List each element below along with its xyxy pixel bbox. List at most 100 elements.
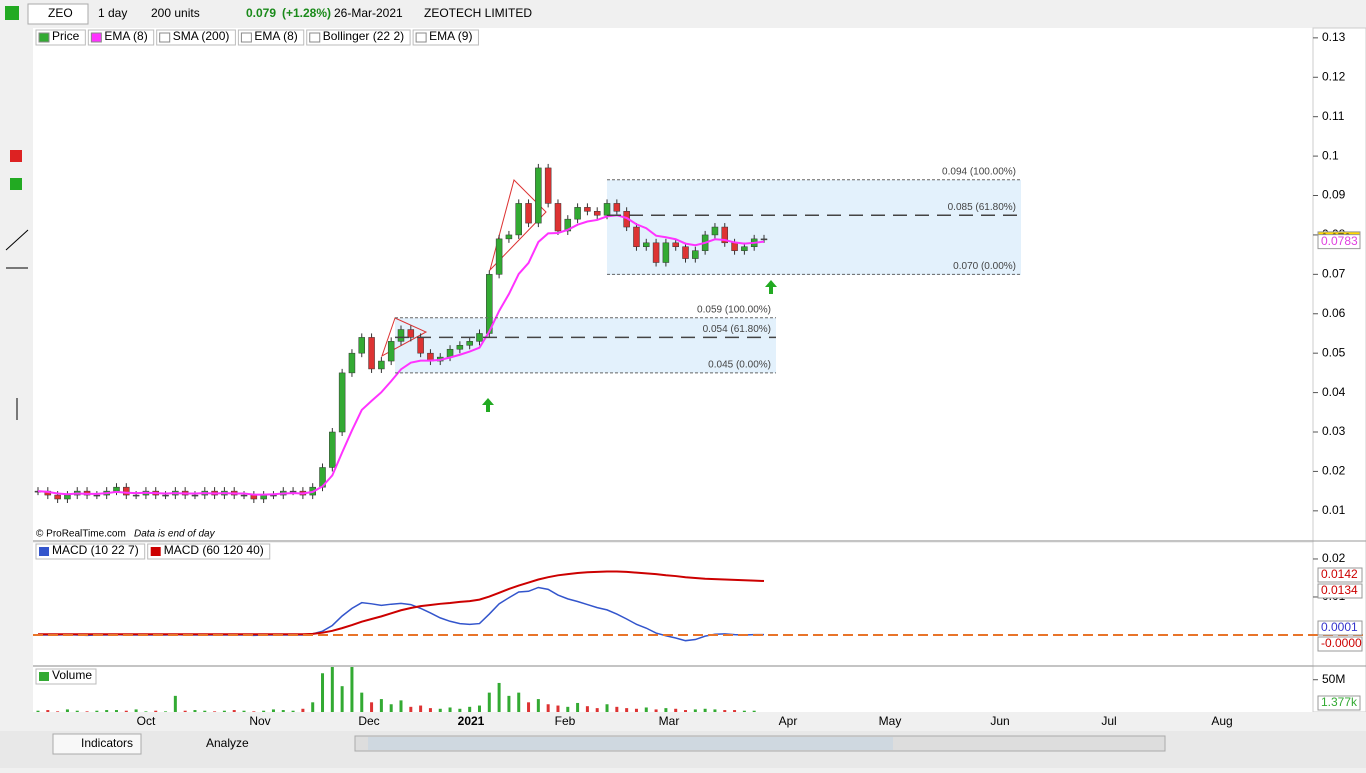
candle [545, 168, 551, 203]
legend-item[interactable]: EMA (8) [104, 29, 147, 43]
legend-swatch [39, 672, 49, 681]
volume-bar [694, 709, 697, 712]
x-tick-label: Aug [1211, 714, 1232, 728]
y-tick-label: 0.06 [1322, 306, 1346, 320]
fib-label: 0.054 (61.80%) [703, 324, 771, 335]
volume-bar [331, 667, 334, 712]
volume-bar [135, 709, 138, 712]
candle [133, 495, 139, 496]
volume-readout: 1.377k [1321, 695, 1358, 709]
volume-bar [674, 709, 677, 712]
note: Data is end of day [134, 529, 216, 540]
fib-label: 0.085 (61.80%) [948, 202, 1016, 213]
legend-swatch [241, 33, 251, 42]
candle [683, 247, 689, 259]
x-tick-label: Dec [358, 714, 379, 728]
legend-swatch [39, 547, 49, 556]
candle [663, 243, 669, 263]
candle [535, 168, 541, 223]
volume-bar [193, 710, 196, 712]
legend-swatch [39, 33, 49, 42]
volume-bar [537, 699, 540, 712]
volume-bar [713, 709, 716, 712]
candle [516, 203, 522, 235]
volume-bar [213, 711, 216, 712]
volume-bar [76, 711, 79, 712]
candle [349, 353, 355, 373]
volume-bar [606, 704, 609, 712]
app-icon [5, 6, 19, 20]
volume-bar [233, 710, 236, 712]
legend-item[interactable]: EMA (9) [429, 29, 472, 43]
x-tick-label: Jul [1101, 714, 1116, 728]
legend-swatch [416, 33, 426, 42]
volume-bar [664, 708, 667, 712]
y-tick-label: 50M [1322, 672, 1345, 686]
volume-bar [154, 711, 157, 712]
volume-bar [360, 693, 363, 712]
volume-bar [547, 704, 550, 712]
volume-bar [468, 707, 471, 712]
volume-bar [409, 707, 412, 712]
legend-item[interactable]: SMA (200) [173, 29, 230, 43]
candle [192, 495, 198, 496]
x-tick-label: Feb [555, 714, 576, 728]
volume-bar [282, 710, 285, 712]
y-tick-label: 0.02 [1322, 551, 1346, 565]
fib-label: 0.094 (100.00%) [942, 166, 1016, 177]
legend-item[interactable]: Price [52, 29, 80, 43]
legend-item[interactable]: MACD (10 22 7) [52, 543, 139, 557]
candle [496, 239, 502, 274]
candle [388, 341, 394, 361]
y-tick-label: 0.12 [1322, 69, 1346, 83]
volume-bar [684, 710, 687, 712]
candle [673, 243, 679, 247]
macd-readout: 0.0001 [1321, 620, 1358, 634]
units[interactable]: 200 units [151, 6, 200, 20]
candle [653, 243, 659, 263]
legend-item[interactable]: Volume [52, 668, 92, 682]
date: 26-Mar-2021 [334, 6, 403, 20]
candle [64, 495, 70, 499]
candle [741, 247, 747, 251]
volume-bar [527, 702, 530, 712]
candle [329, 432, 335, 467]
volume-bar [498, 683, 501, 712]
legend-item[interactable]: EMA (8) [254, 29, 297, 43]
period[interactable]: 1 day [98, 6, 127, 20]
candle [378, 361, 384, 369]
scroll-thumb[interactable] [368, 737, 893, 750]
legend-item[interactable]: MACD (60 120 40) [164, 543, 264, 557]
volume-bar [350, 667, 353, 712]
volume-bar [635, 709, 638, 712]
volume-bar [733, 710, 736, 712]
volume-bar [46, 710, 49, 712]
legend-item[interactable]: Bollinger (22 2) [323, 29, 404, 43]
volume-bar [56, 711, 59, 712]
price-pane [33, 28, 1313, 540]
candle [339, 373, 345, 432]
tool[interactable] [10, 178, 22, 190]
volume-bar [125, 711, 128, 712]
tool[interactable] [10, 150, 22, 162]
x-axis-panel [33, 712, 1366, 731]
volume-bar [115, 710, 118, 712]
fib-label: 0.059 (100.00%) [697, 304, 771, 315]
volume-bar [556, 706, 559, 712]
volume-bar [174, 696, 177, 712]
volume-bar [341, 686, 344, 712]
volume-bar [184, 711, 187, 712]
candle [643, 243, 649, 247]
volume-bar [596, 708, 599, 712]
company: ZEOTECH LIMITED [424, 6, 532, 20]
candle [55, 495, 61, 499]
candle [398, 330, 404, 342]
volume-bar [458, 709, 461, 712]
x-tick-label: Oct [137, 714, 156, 728]
x-tick-label: Nov [249, 714, 270, 728]
analyze-label[interactable]: Analyze [206, 736, 249, 750]
y-tick-label: 0.04 [1322, 385, 1346, 399]
candle [604, 203, 610, 215]
volume-bar [507, 696, 510, 712]
